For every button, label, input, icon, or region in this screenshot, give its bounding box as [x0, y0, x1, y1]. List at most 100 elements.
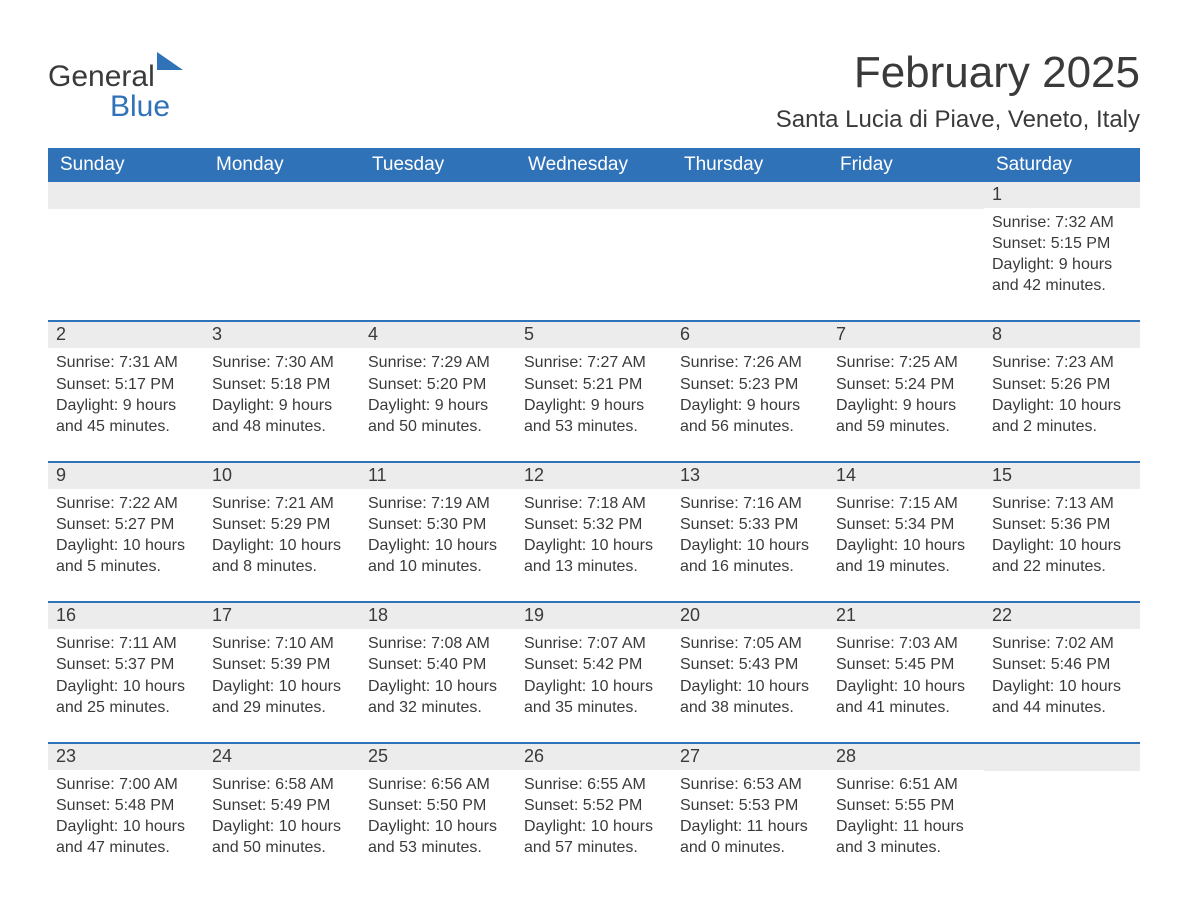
day-number: 25	[360, 744, 516, 770]
day-number: 27	[672, 744, 828, 770]
day-cell: 27Sunrise: 6:53 AMSunset: 5:53 PMDayligh…	[672, 744, 828, 864]
sunset-line: Sunset: 5:50 PM	[368, 795, 508, 816]
daylight-line: Daylight: 10 hours and 35 minutes.	[524, 676, 664, 718]
day-number: 19	[516, 603, 672, 629]
sunset-line: Sunset: 5:33 PM	[680, 514, 820, 535]
day-body: Sunrise: 7:03 AMSunset: 5:45 PMDaylight:…	[828, 629, 984, 723]
dow-cell: Wednesday	[516, 148, 672, 182]
day-body: Sunrise: 7:18 AMSunset: 5:32 PMDaylight:…	[516, 489, 672, 583]
week-row: 9Sunrise: 7:22 AMSunset: 5:27 PMDaylight…	[48, 461, 1140, 583]
empty-day-header	[48, 182, 204, 209]
day-body: Sunrise: 7:07 AMSunset: 5:42 PMDaylight:…	[516, 629, 672, 723]
day-body: Sunrise: 6:51 AMSunset: 5:55 PMDaylight:…	[828, 770, 984, 864]
sunset-line: Sunset: 5:45 PM	[836, 654, 976, 675]
day-cell: 9Sunrise: 7:22 AMSunset: 5:27 PMDaylight…	[48, 463, 204, 583]
sunrise-line: Sunrise: 7:07 AM	[524, 633, 664, 654]
day-body: Sunrise: 7:02 AMSunset: 5:46 PMDaylight:…	[984, 629, 1140, 723]
sunrise-line: Sunrise: 6:56 AM	[368, 774, 508, 795]
day-body: Sunrise: 6:58 AMSunset: 5:49 PMDaylight:…	[204, 770, 360, 864]
sunrise-line: Sunrise: 6:55 AM	[524, 774, 664, 795]
sunrise-line: Sunrise: 6:58 AM	[212, 774, 352, 795]
day-number: 9	[48, 463, 204, 489]
day-body: Sunrise: 7:22 AMSunset: 5:27 PMDaylight:…	[48, 489, 204, 583]
day-number: 17	[204, 603, 360, 629]
day-number: 24	[204, 744, 360, 770]
day-number: 1	[984, 182, 1140, 208]
day-number: 13	[672, 463, 828, 489]
day-cell	[984, 744, 1140, 864]
day-cell: 19Sunrise: 7:07 AMSunset: 5:42 PMDayligh…	[516, 603, 672, 723]
empty-day-header	[204, 182, 360, 209]
day-number: 12	[516, 463, 672, 489]
sunrise-line: Sunrise: 7:25 AM	[836, 352, 976, 373]
sunset-line: Sunset: 5:18 PM	[212, 374, 352, 395]
day-cell: 4Sunrise: 7:29 AMSunset: 5:20 PMDaylight…	[360, 322, 516, 442]
sunrise-line: Sunrise: 7:29 AM	[368, 352, 508, 373]
day-number: 21	[828, 603, 984, 629]
dow-cell: Thursday	[672, 148, 828, 182]
day-body: Sunrise: 7:16 AMSunset: 5:33 PMDaylight:…	[672, 489, 828, 583]
week-row: 1Sunrise: 7:32 AMSunset: 5:15 PMDaylight…	[48, 182, 1140, 302]
day-number: 15	[984, 463, 1140, 489]
day-number: 8	[984, 322, 1140, 348]
day-cell: 6Sunrise: 7:26 AMSunset: 5:23 PMDaylight…	[672, 322, 828, 442]
daylight-line: Daylight: 10 hours and 53 minutes.	[368, 816, 508, 858]
sunset-line: Sunset: 5:27 PM	[56, 514, 196, 535]
sunset-line: Sunset: 5:37 PM	[56, 654, 196, 675]
day-body: Sunrise: 7:31 AMSunset: 5:17 PMDaylight:…	[48, 348, 204, 442]
sunrise-line: Sunrise: 7:02 AM	[992, 633, 1132, 654]
week-row: 23Sunrise: 7:00 AMSunset: 5:48 PMDayligh…	[48, 742, 1140, 864]
sunrise-line: Sunrise: 7:11 AM	[56, 633, 196, 654]
day-cell: 23Sunrise: 7:00 AMSunset: 5:48 PMDayligh…	[48, 744, 204, 864]
day-cell: 13Sunrise: 7:16 AMSunset: 5:33 PMDayligh…	[672, 463, 828, 583]
sunset-line: Sunset: 5:23 PM	[680, 374, 820, 395]
day-number: 10	[204, 463, 360, 489]
day-number: 11	[360, 463, 516, 489]
day-body: Sunrise: 7:30 AMSunset: 5:18 PMDaylight:…	[204, 348, 360, 442]
daylight-line: Daylight: 10 hours and 16 minutes.	[680, 535, 820, 577]
day-number: 2	[48, 322, 204, 348]
daylight-line: Daylight: 10 hours and 57 minutes.	[524, 816, 664, 858]
sunrise-line: Sunrise: 7:15 AM	[836, 493, 976, 514]
sunrise-line: Sunrise: 7:05 AM	[680, 633, 820, 654]
day-number: 5	[516, 322, 672, 348]
title-block: February 2025 Santa Lucia di Piave, Vene…	[776, 48, 1140, 134]
day-cell: 16Sunrise: 7:11 AMSunset: 5:37 PMDayligh…	[48, 603, 204, 723]
empty-day-header	[984, 744, 1140, 771]
daylight-line: Daylight: 10 hours and 47 minutes.	[56, 816, 196, 858]
day-body: Sunrise: 7:00 AMSunset: 5:48 PMDaylight:…	[48, 770, 204, 864]
day-cell	[828, 182, 984, 302]
day-cell	[360, 182, 516, 302]
logo-triangle-icon	[157, 52, 183, 70]
sunrise-line: Sunrise: 7:21 AM	[212, 493, 352, 514]
daylight-line: Daylight: 9 hours and 45 minutes.	[56, 395, 196, 437]
daylight-line: Daylight: 10 hours and 10 minutes.	[368, 535, 508, 577]
day-body: Sunrise: 7:11 AMSunset: 5:37 PMDaylight:…	[48, 629, 204, 723]
daylight-line: Daylight: 9 hours and 53 minutes.	[524, 395, 664, 437]
day-cell: 3Sunrise: 7:30 AMSunset: 5:18 PMDaylight…	[204, 322, 360, 442]
day-number: 4	[360, 322, 516, 348]
week-row: 16Sunrise: 7:11 AMSunset: 5:37 PMDayligh…	[48, 601, 1140, 723]
sunrise-line: Sunrise: 7:03 AM	[836, 633, 976, 654]
daylight-line: Daylight: 10 hours and 41 minutes.	[836, 676, 976, 718]
daylight-line: Daylight: 11 hours and 3 minutes.	[836, 816, 976, 858]
sunset-line: Sunset: 5:55 PM	[836, 795, 976, 816]
day-body: Sunrise: 6:56 AMSunset: 5:50 PMDaylight:…	[360, 770, 516, 864]
day-body: Sunrise: 7:23 AMSunset: 5:26 PMDaylight:…	[984, 348, 1140, 442]
day-body: Sunrise: 7:32 AMSunset: 5:15 PMDaylight:…	[984, 208, 1140, 302]
day-cell: 14Sunrise: 7:15 AMSunset: 5:34 PMDayligh…	[828, 463, 984, 583]
sunrise-line: Sunrise: 7:26 AM	[680, 352, 820, 373]
empty-day-header	[360, 182, 516, 209]
dow-cell: Sunday	[48, 148, 204, 182]
empty-day-header	[672, 182, 828, 209]
day-body: Sunrise: 7:29 AMSunset: 5:20 PMDaylight:…	[360, 348, 516, 442]
sunset-line: Sunset: 5:49 PM	[212, 795, 352, 816]
empty-day-header	[828, 182, 984, 209]
daylight-line: Daylight: 9 hours and 50 minutes.	[368, 395, 508, 437]
day-number: 18	[360, 603, 516, 629]
sunrise-line: Sunrise: 7:10 AM	[212, 633, 352, 654]
daylight-line: Daylight: 10 hours and 32 minutes.	[368, 676, 508, 718]
day-cell: 11Sunrise: 7:19 AMSunset: 5:30 PMDayligh…	[360, 463, 516, 583]
day-cell	[672, 182, 828, 302]
sunrise-line: Sunrise: 7:32 AM	[992, 212, 1132, 233]
